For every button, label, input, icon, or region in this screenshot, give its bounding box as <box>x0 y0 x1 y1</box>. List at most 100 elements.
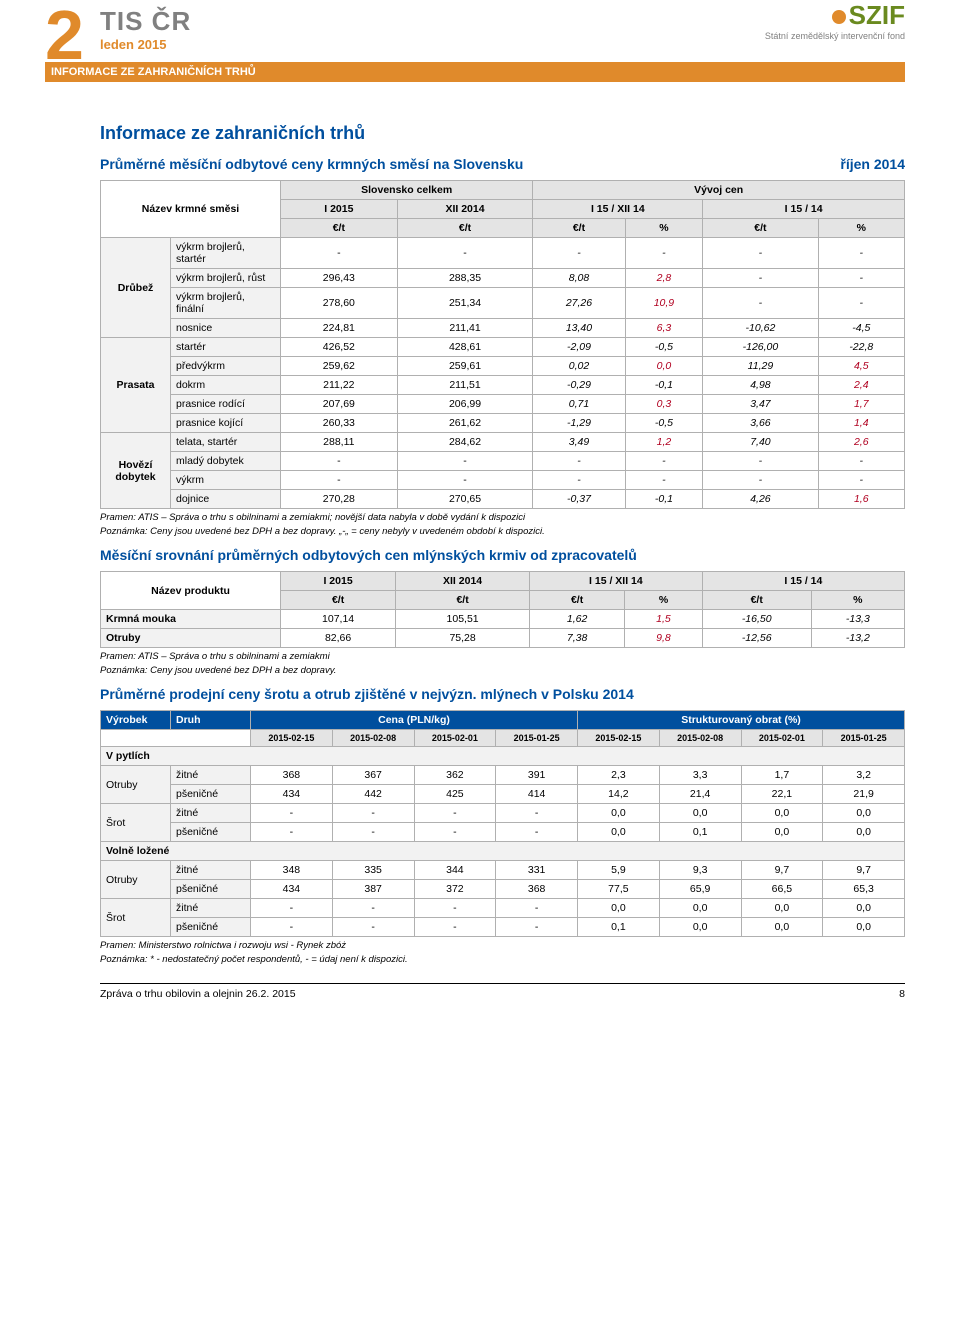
table-row-label: pšeničné <box>171 785 251 804</box>
table-group-head: Hovězí dobytek <box>101 433 171 509</box>
table-cell: 7,38 <box>530 629 625 648</box>
t1-col2: I 15 / XII 14 <box>533 200 703 219</box>
table-section-head: Volně ložené <box>101 842 905 861</box>
table-section-head: V pytlích <box>101 747 905 766</box>
table-cell: 0,0 <box>659 918 741 937</box>
table-cell: 11,29 <box>703 357 818 376</box>
table-cell: 0,1 <box>659 823 741 842</box>
table-cell: 414 <box>496 785 578 804</box>
table-cell: - <box>703 269 818 288</box>
table-cell: - <box>332 804 414 823</box>
table-cell: 1,62 <box>530 610 625 629</box>
table-cell: 0,02 <box>533 357 625 376</box>
table-cell: 0,0 <box>659 899 741 918</box>
t1-col0: I 2015 <box>281 200 398 219</box>
table-cell: - <box>625 238 703 269</box>
table-row-label: žitné <box>171 861 251 880</box>
table-row-label: dojnice <box>171 490 281 509</box>
logo-sub-text: Státní zemědělský intervenční fond <box>765 31 905 41</box>
table-cell: 6,3 <box>625 319 703 338</box>
table-cell: 9,8 <box>625 629 703 648</box>
table-cell: 3,49 <box>533 433 625 452</box>
table-cell: 3,3 <box>659 766 741 785</box>
table3-note2: Poznámka: * - nedostatečný počet respond… <box>100 954 905 965</box>
brand-main: TIS ČR <box>100 6 191 37</box>
footer-pagenum: 8 <box>899 988 905 1000</box>
table-cell: 14,2 <box>578 785 660 804</box>
table-cell: 434 <box>251 785 333 804</box>
table-cell: 1,5 <box>625 610 703 629</box>
table-cell: - <box>414 804 496 823</box>
table1-title-left: Průměrné měsíční odbytové ceny krmných s… <box>100 156 523 172</box>
table-cell: 261,62 <box>397 414 533 433</box>
table-group-head: Drůbež <box>101 238 171 338</box>
t3-hdr-obrat: Strukturovaný obrat (%) <box>578 711 905 730</box>
table-cell: 0,0 <box>578 804 660 823</box>
table-cell: - <box>533 238 625 269</box>
table-cell: 434 <box>251 880 333 899</box>
table-cell: 344 <box>414 861 496 880</box>
table-cell: 251,34 <box>397 288 533 319</box>
table-cell: 0,0 <box>823 918 905 937</box>
table2-note1: Pramen: ATIS – Správa o trhu s obilninam… <box>100 651 905 662</box>
t1-u1: €/t <box>397 219 533 238</box>
table-row-label: dokrm <box>171 376 281 395</box>
table-date-hdr: 2015-01-25 <box>823 730 905 747</box>
table-cell: - <box>397 238 533 269</box>
table-row-label: prasnice rodící <box>171 395 281 414</box>
table-cell: -1,29 <box>533 414 625 433</box>
table-cell: 278,60 <box>281 288 398 319</box>
table-cell: 8,08 <box>533 269 625 288</box>
table-cell: 0,71 <box>533 395 625 414</box>
logo-main-text: SZIF <box>849 0 905 30</box>
table-cell: 4,26 <box>703 490 818 509</box>
table-cell: 428,61 <box>397 338 533 357</box>
table-cell: - <box>332 823 414 842</box>
table-cell: 335 <box>332 861 414 880</box>
table-cell: 348 <box>251 861 333 880</box>
table-cell: - <box>414 823 496 842</box>
table-cell: 211,41 <box>397 319 533 338</box>
table-cell: 66,5 <box>741 880 823 899</box>
page-title: Informace ze zahraničních trhů <box>100 123 905 144</box>
table-cell: 0,0 <box>823 823 905 842</box>
table-row-label: předvýkrm <box>171 357 281 376</box>
table-cell: 107,14 <box>281 610 396 629</box>
table-cell: 0,1 <box>578 918 660 937</box>
table-cell: 2,6 <box>818 433 904 452</box>
table-cell: 13,40 <box>533 319 625 338</box>
table-cell: 9,7 <box>741 861 823 880</box>
table-row-label: startér <box>171 338 281 357</box>
table-cell: -16,50 <box>702 610 811 629</box>
t2-col3: I 15 / 14 <box>702 572 904 591</box>
table-cell: - <box>251 899 333 918</box>
table-row-label: pšeničné <box>171 823 251 842</box>
table-cell: -126,00 <box>703 338 818 357</box>
table-group-head: Prasata <box>101 338 171 433</box>
table-cell: -0,1 <box>625 376 703 395</box>
table-cell: 367 <box>332 766 414 785</box>
table-cell: 0,0 <box>741 823 823 842</box>
table-cell: - <box>703 288 818 319</box>
table-cell: 1,6 <box>818 490 904 509</box>
table-group-head: Šrot <box>101 804 171 842</box>
table-cell: - <box>397 452 533 471</box>
table2-note2: Poznámka: Ceny jsou uvedené bez DPH a be… <box>100 665 905 676</box>
table-cell: 0,0 <box>741 918 823 937</box>
table-cell: - <box>414 899 496 918</box>
t1-u5: % <box>818 219 904 238</box>
table-date-hdr: 2015-02-08 <box>332 730 414 747</box>
table-cell: -0,37 <box>533 490 625 509</box>
t3-hdr-druh: Druh <box>171 711 251 730</box>
table-cell: 9,3 <box>659 861 741 880</box>
table-cell: 270,28 <box>281 490 398 509</box>
table-cell: 270,65 <box>397 490 533 509</box>
table-cell: - <box>625 452 703 471</box>
table-cell: - <box>496 823 578 842</box>
table-cell: 2,3 <box>578 766 660 785</box>
table-cell: 288,11 <box>281 433 398 452</box>
table-cell: 2,4 <box>818 376 904 395</box>
table-cell: 211,22 <box>281 376 398 395</box>
table-cell: 0,0 <box>578 823 660 842</box>
table-cell: -2,09 <box>533 338 625 357</box>
